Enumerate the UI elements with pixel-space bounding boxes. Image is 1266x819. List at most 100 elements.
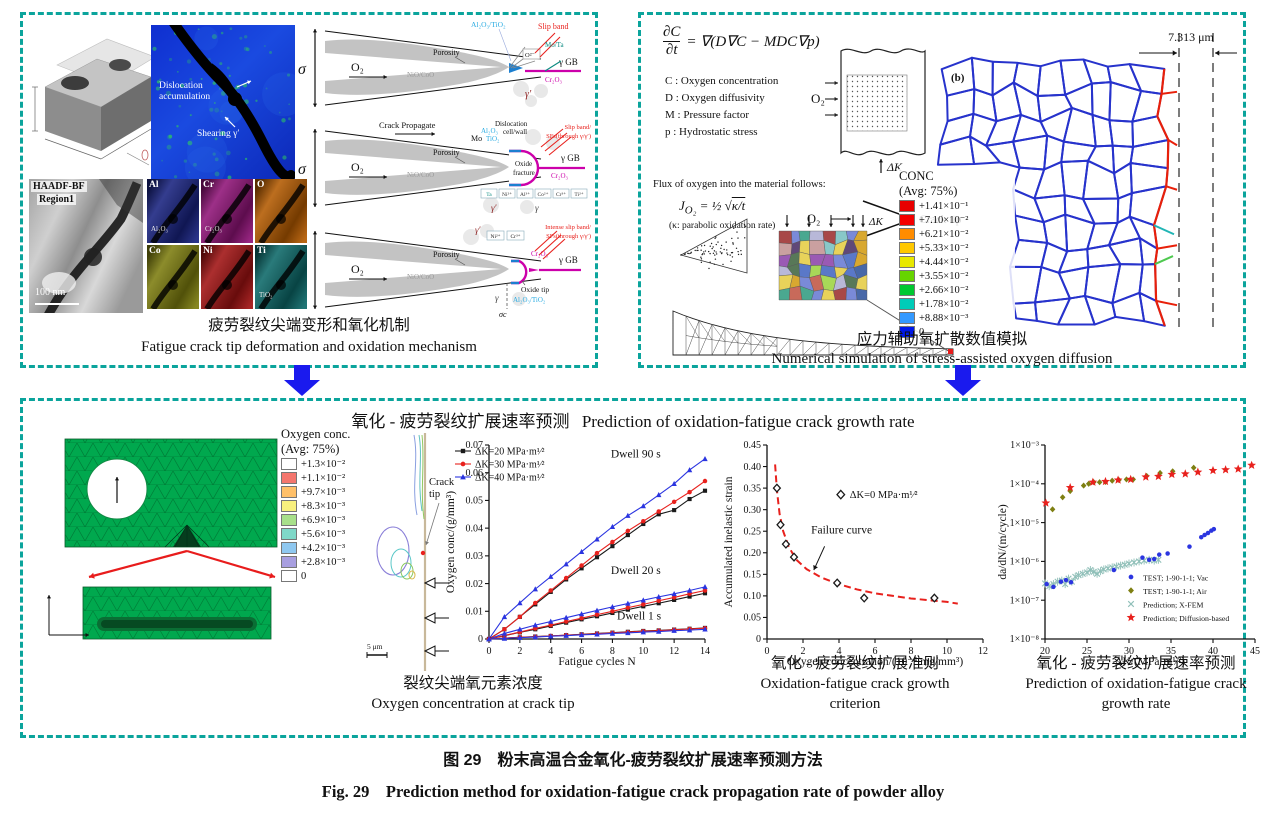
svg-text:1×10⁻⁴: 1×10⁻⁴: [1010, 479, 1040, 490]
svg-text:12: 12: [669, 646, 679, 657]
svg-text:0.35: 0.35: [744, 483, 762, 494]
haadf-scalebar-label: 100 nm: [35, 287, 66, 298]
svg-text:Prediction; Diffusion-based: Prediction; Diffusion-based: [1143, 614, 1229, 623]
svg-text:0.25: 0.25: [744, 526, 762, 537]
svg-text:0.20: 0.20: [744, 548, 762, 559]
svg-text:Al₂O₃: Al₂O₃: [481, 127, 498, 135]
voronoi-grain-map: 7.313 μm (b): [936, 30, 1237, 327]
haadf-subtitle: Region1: [37, 194, 76, 205]
svg-text:Ti²⁺: Ti²⁺: [574, 191, 583, 198]
svg-text:ΔK=30 MPa·m¹⁄²: ΔK=30 MPa·m¹⁄²: [475, 460, 544, 471]
svg-text:Cr³⁺: Cr³⁺: [510, 233, 520, 240]
haadf-title: HAADF-BF: [31, 181, 87, 192]
svg-text:Mo/Ta: Mo/Ta: [545, 41, 564, 49]
svg-text:Co²⁺: Co²⁺: [538, 191, 549, 198]
mechanism-caption-en: Fatigue crack tip deformation and oxidat…: [141, 339, 477, 355]
panel-mechanism: Dislocation accumulation Shearing γ′ σ O₂…: [20, 12, 598, 368]
prediction-title-en: Prediction of oxidation-fatigue crack gr…: [581, 412, 915, 431]
legend-row: +4.44×10⁻²: [899, 255, 1015, 269]
svg-text:0.03: 0.03: [466, 551, 484, 562]
svg-text:Slip band/: Slip band/: [564, 124, 591, 131]
flow-arrow-left: [284, 365, 320, 396]
svg-text:0.15: 0.15: [744, 570, 762, 581]
legend-row: +5.6×10⁻³: [281, 527, 391, 541]
svg-text:0: 0: [765, 646, 770, 657]
svg-text:1×10⁻³: 1×10⁻³: [1010, 440, 1039, 451]
svg-text:0.06: 0.06: [466, 468, 484, 479]
svg-text:10: 10: [638, 646, 648, 657]
svg-text:ΔK/(MPa·m¹⁄²): ΔK/(MPa·m¹⁄²): [1115, 656, 1185, 668]
oxygen-conc-legend: Oxygen conc. (Avg: 75%) +1.3×10⁻² +1.1×10⁻²…: [281, 427, 391, 583]
svg-text:Dwell 90 s: Dwell 90 s: [611, 448, 661, 460]
svg-text:TEST; 1-90-1-1; Vac: TEST; 1-90-1-1; Vac: [1143, 574, 1209, 583]
svg-text:8: 8: [909, 646, 914, 657]
svg-text:Crack Propagate: Crack Propagate: [379, 120, 436, 130]
eds-map-O: O: [255, 179, 307, 243]
svg-text:Porosity: Porosity: [433, 148, 460, 157]
svg-text:tip: tip: [429, 489, 440, 500]
svg-text:1×10⁻⁷: 1×10⁻⁷: [1010, 595, 1040, 606]
tem-overlay: [152, 25, 295, 179]
flow-arrow-right: [945, 365, 981, 396]
crack-schematic-stage1: σ O₂ Porosity NiO/CoO O²⁻ Al₂O₃/TiO₂ Slip band…: [298, 20, 581, 107]
simulation-caption-cn: 应力辅助氧扩散数值模拟: [856, 331, 1028, 348]
eds-map-Ni: Ni: [201, 245, 253, 309]
svg-text:fracture: fracture: [513, 169, 535, 177]
svg-text:0.45: 0.45: [744, 440, 762, 451]
svg-text:Al³⁺: Al³⁺: [520, 191, 530, 198]
flux-intro: Flux of oxygen into the material follows…: [653, 179, 826, 190]
svg-text:45: 45: [1250, 646, 1260, 657]
legend-row: 0: [899, 325, 1015, 339]
legend-row: +4.2×10⁻³: [281, 541, 391, 555]
svg-text:Dwell 1 s: Dwell 1 s: [617, 611, 662, 623]
flux-note: (κ: parabolic oxidation rate): [669, 221, 776, 231]
svg-text:SFs(through γ/γ′): SFs(through γ/γ′): [546, 133, 591, 140]
eds-map-Co: Co: [147, 245, 199, 309]
svg-text:Porosity: Porosity: [433, 48, 460, 57]
svg-text:Intense slip band/: Intense slip band/: [545, 224, 591, 231]
svg-text:Prediction; X-FEM: Prediction; X-FEM: [1143, 601, 1203, 610]
svg-text:5 μm: 5 μm: [367, 642, 383, 651]
svg-text:Failure curve: Failure curve: [811, 524, 872, 536]
svg-text:0.07: 0.07: [466, 440, 484, 451]
svg-text:2: 2: [517, 646, 522, 657]
svg-text:Dislocation: Dislocation: [495, 120, 528, 128]
legend-row: 0: [281, 569, 391, 583]
svg-text:Al₂O₃/TiO₂: Al₂O₃/TiO₂: [513, 296, 546, 304]
eds-map-Al: Al Al₂O₃: [147, 179, 199, 243]
chart-crack-growth-rate: 20 25 30 35 40 45 1×10⁻³ 1×10⁻⁴ 1×10⁻⁵ 1×10⁻⁶ 1×10…: [997, 440, 1260, 668]
svg-text:σ: σ: [298, 161, 307, 178]
svg-text:0.02: 0.02: [466, 579, 484, 590]
svg-text:ΔK=0 MPa·m¹⁄²: ΔK=0 MPa·m¹⁄²: [850, 490, 918, 501]
svg-text:30: 30: [1124, 646, 1134, 657]
svg-text:Al₂O₃/TiO₂: Al₂O₃/TiO₂: [471, 20, 506, 29]
legend-row: +7.10×10⁻²: [899, 213, 1015, 227]
haadf-image: HAADF-BF Region1 100 nm: [29, 179, 143, 313]
svg-text:cell/wall: cell/wall: [503, 128, 527, 136]
svg-text:O₂: O₂: [807, 212, 820, 226]
svg-text:1×10⁻⁶: 1×10⁻⁶: [1010, 557, 1040, 568]
svg-text:Mo: Mo: [471, 134, 482, 143]
svg-text:35: 35: [1166, 646, 1176, 657]
fem-mesh-figure: [46, 438, 278, 640]
simulation-caption-en: Numerical simulation of stress-assisted …: [771, 351, 1113, 367]
svg-text:6: 6: [873, 646, 878, 657]
svg-text:O₂: O₂: [351, 60, 364, 74]
eds-maps: Al Al₂O₃ Cr Cr₂O₃ O Co Ni Ti TiO₂: [147, 179, 307, 309]
svg-text:Cr₂O₃: Cr₂O₃: [551, 172, 568, 180]
legend-row: +5.33×10⁻²: [899, 241, 1015, 255]
svg-text:Oxygen conc/(g/mm³): Oxygen conc/(g/mm³): [445, 491, 457, 593]
svg-text:O₂: O₂: [351, 160, 364, 174]
legend-row: +6.9×10⁻³: [281, 513, 391, 527]
svg-text:4: 4: [548, 646, 553, 657]
svg-text:O₂: O₂: [811, 91, 825, 106]
svg-text:γ: γ: [495, 293, 499, 303]
svg-text:Ta: Ta: [486, 192, 492, 198]
chart-oxygen-vs-cycles: 0 2 4 6 8 10 12 14 0 0.01 0.02 0.03 0.04 0.05 0.06 0.07…: [445, 440, 710, 668]
svg-text:γ′: γ′: [491, 203, 498, 213]
svg-text:(b): (b): [951, 72, 965, 84]
svg-text:ΔK: ΔK: [886, 160, 903, 174]
svg-text:γ GB: γ GB: [558, 57, 578, 67]
legend-row: +1.3×10⁻²: [281, 457, 391, 471]
